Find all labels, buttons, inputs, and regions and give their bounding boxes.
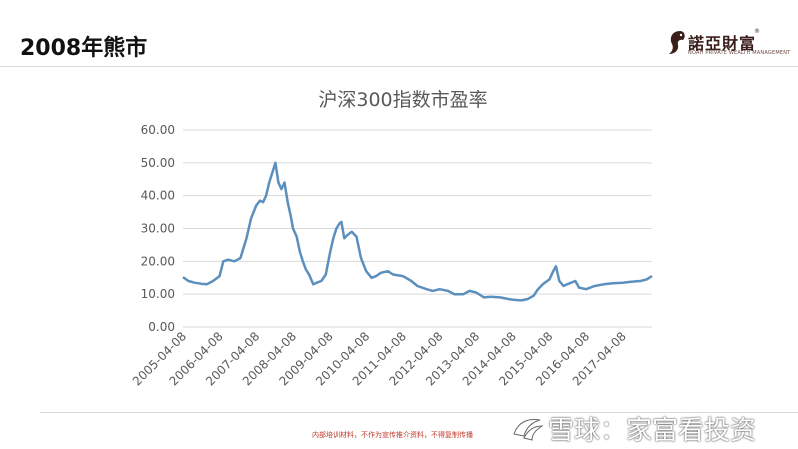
logo-name: 諾亞財富	[688, 34, 757, 53]
disclaimer-text: 内部培训材料，不作为宣传推介资料，不得复制传播	[312, 431, 473, 439]
snowball-watermark-icon	[513, 419, 544, 441]
y-tick-label: 20.00	[141, 254, 175, 268]
y-tick-label: 50.00	[141, 156, 175, 170]
y-tick-label: 0.00	[148, 320, 175, 334]
chart-gridlines	[183, 129, 652, 328]
series-layer	[182, 161, 653, 302]
company-logo: 諾亞財富 ® NOAH PRIVATE WEALTH MANAGEMENT	[666, 28, 790, 60]
series-line	[182, 161, 653, 302]
y-axis-ticks: 60.00 50.00 40.00 30.00 20.00 10.00 0.00	[141, 123, 175, 334]
pe-ratio-chart: 沪深300指数市盈率 60.00 50.00 40.00 30.00 20.00 10.0…	[130, 89, 653, 388]
watermark-text: 雪球：家富看投资	[548, 416, 757, 446]
header-divider	[0, 66, 798, 67]
y-tick-label: 60.00	[141, 123, 175, 137]
y-tick-label: 30.00	[141, 222, 175, 236]
footer-divider	[40, 412, 798, 413]
slide-title: 2008年熊市	[20, 36, 148, 61]
y-tick-label: 40.00	[141, 189, 175, 203]
logo-tagline: NOAH PRIVATE WEALTH MANAGEMENT	[688, 50, 791, 56]
y-tick-label: 10.00	[141, 287, 175, 301]
logo-registered-mark: ®	[754, 28, 760, 35]
x-axis-ticks: 2005-04-082006-04-082007-04-082008-04-08…	[130, 329, 629, 388]
logo-emblem-icon	[669, 31, 685, 54]
chart-title: 沪深300指数市盈率	[318, 89, 487, 111]
